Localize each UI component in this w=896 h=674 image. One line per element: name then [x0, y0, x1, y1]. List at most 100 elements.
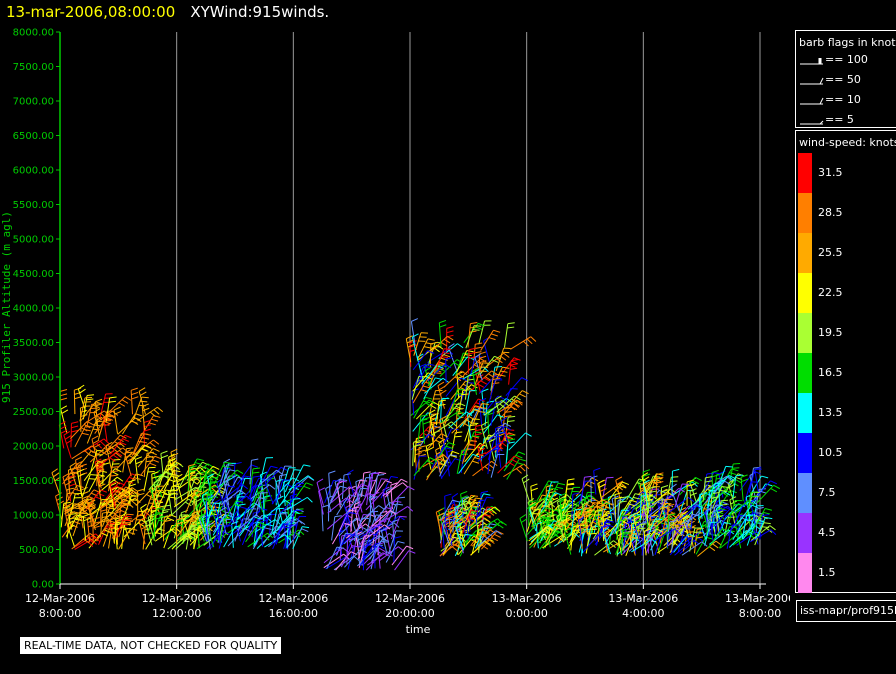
wind-barb	[277, 510, 294, 529]
wind-barb	[454, 534, 466, 557]
wind-barb-flag	[172, 464, 179, 469]
wind-barb-flag	[157, 406, 164, 413]
wind-barb-flag	[558, 523, 566, 527]
wind-barb-flag	[644, 506, 652, 511]
wind-barb	[347, 473, 355, 497]
wind-barb-flag	[447, 423, 454, 430]
flag-legend-row: == 5	[799, 113, 854, 126]
y-tick-label: 4500.00	[13, 269, 54, 280]
wind-barb-flag	[73, 520, 81, 525]
wind-barb-flag	[407, 343, 415, 348]
wind-barb-flag	[508, 364, 516, 368]
wind-barb-flag	[478, 499, 486, 502]
wind-barb-flag	[378, 544, 385, 549]
wind-barb-flag	[63, 501, 71, 504]
wind-barb-flag	[121, 505, 129, 510]
wind-barb-flag	[86, 420, 94, 426]
wind-barb	[201, 518, 210, 542]
wind-barb	[237, 503, 257, 520]
wind-barb-flag	[691, 481, 698, 487]
wind-barb-flag	[438, 361, 446, 365]
wind-barb-flag	[465, 500, 473, 506]
wind-barb-flag	[425, 442, 433, 447]
wind-barb-flag	[471, 422, 479, 425]
wind-barb	[727, 514, 740, 537]
wind-barb-flag	[514, 395, 521, 401]
wind-barb-flag	[423, 400, 431, 404]
wind-barb-flag	[201, 491, 209, 497]
wind-barb-flag	[523, 463, 530, 470]
wind-barb-flag	[448, 515, 456, 519]
wind-barb-flag	[114, 410, 122, 415]
wind-barb-flag	[601, 498, 609, 503]
wind-barb-flag	[474, 353, 482, 358]
wind-barb-flag	[536, 521, 544, 525]
wind-barb	[642, 498, 664, 512]
wind-barb-flag	[78, 473, 85, 477]
wind-barb-flag	[294, 531, 301, 538]
wind-barb-flag	[118, 482, 126, 486]
wind-barb-flag	[426, 460, 434, 465]
wind-barb	[289, 499, 294, 524]
wind-barb-flag	[163, 493, 172, 496]
wind-barb-flag	[344, 522, 352, 526]
wind-barb-flag	[71, 429, 79, 433]
wind-barb-flag	[446, 326, 454, 329]
wind-barb-flag	[529, 500, 537, 503]
wind-barb	[452, 356, 468, 377]
wind-barb-flag	[497, 414, 504, 418]
wind-barb-flag	[144, 532, 152, 535]
wind-barb-flag	[613, 487, 620, 493]
wind-barb-flag	[500, 370, 508, 373]
wind-barb-flag	[514, 455, 521, 460]
wind-barb	[628, 535, 648, 552]
wind-barb	[383, 500, 395, 524]
wind-barb	[355, 493, 368, 516]
wind-barb-flag	[616, 485, 624, 491]
wind-barb	[253, 523, 267, 546]
x-tick-label-time: 8:00:00	[739, 607, 781, 620]
wind-barb-flag	[74, 396, 82, 400]
wind-barb-flag	[572, 529, 580, 532]
wind-barb-flag	[113, 479, 120, 485]
wind-barb-flag	[620, 514, 628, 517]
wind-barb-flag	[200, 470, 208, 474]
wind-barb-flag	[153, 409, 160, 415]
wind-barb-flag	[140, 400, 148, 403]
wind-barb-flag	[414, 447, 422, 452]
wind-barb-flag	[293, 497, 301, 500]
wind-barb-flag	[705, 476, 713, 479]
wind-barb-flag	[341, 534, 349, 537]
wind-barb-flag	[425, 396, 433, 400]
wind-barb-flag	[508, 461, 515, 467]
wind-barb	[326, 546, 338, 570]
wind-barb-flag	[64, 481, 72, 486]
wind-barb-flag	[168, 453, 175, 458]
wind-barb	[365, 528, 381, 549]
wind-barb-flag	[164, 471, 172, 476]
wind-barb-flag	[651, 538, 658, 545]
wind-barb-flag	[460, 490, 468, 495]
wind-barb-flag	[739, 514, 747, 518]
wind-barb	[259, 522, 264, 547]
wind-barb	[594, 520, 608, 542]
wind-barb-flag	[765, 516, 773, 520]
wind-barb-flag	[446, 335, 454, 341]
wind-barb-flag	[642, 476, 650, 481]
wind-barb-flag	[71, 471, 79, 475]
wind-barb-flag	[92, 439, 100, 444]
wind-barb-flag	[454, 504, 461, 509]
wind-barb-flag	[445, 356, 453, 360]
wind-barb-flag	[523, 478, 530, 484]
wind-barb-flag	[477, 383, 485, 388]
wind-barb-flag	[347, 537, 355, 541]
wind-barb-flag	[395, 503, 404, 506]
wind-barb-flag	[468, 415, 476, 421]
wind-barb-flag	[654, 477, 662, 483]
wind-barb-flag	[194, 498, 202, 503]
wind-barb-flag	[131, 487, 139, 492]
wind-barb-flag	[750, 495, 758, 498]
wind-barb-flag	[98, 483, 106, 488]
wind-barb-flag	[353, 555, 360, 562]
wind-barb-flag	[211, 494, 219, 499]
